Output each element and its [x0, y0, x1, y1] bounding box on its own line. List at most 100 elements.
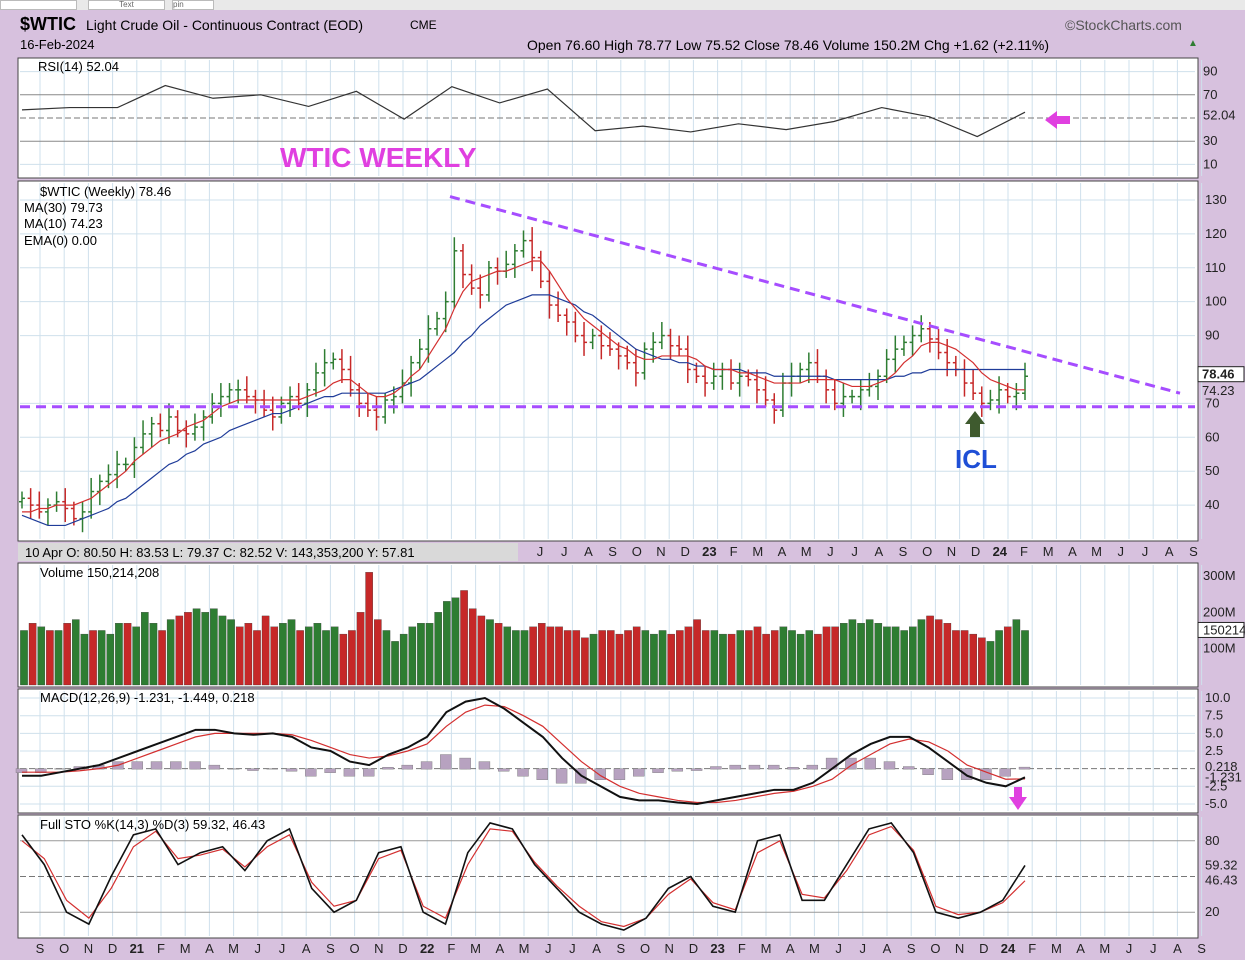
- month-tick-label: N: [84, 941, 93, 956]
- macd-tick-label: 2.5: [1205, 743, 1223, 758]
- volume-bar: [770, 630, 779, 686]
- sto-k-line: [21, 822, 1026, 931]
- volume-bar: [865, 619, 874, 686]
- volume-tick-label: 300M: [1203, 568, 1236, 583]
- macd-tick-label: 7.5: [1205, 708, 1223, 723]
- month-tick-label: A: [786, 941, 795, 956]
- volume-bar: [425, 623, 434, 686]
- chart-exchange: CME: [410, 18, 437, 32]
- volume-bar: [986, 641, 995, 686]
- volume-bar: [658, 630, 667, 686]
- volume-bar: [917, 619, 926, 686]
- month-tick-label: N: [374, 941, 383, 956]
- month-tick-label: J: [1150, 941, 1157, 956]
- month-tick-label: N: [947, 544, 956, 559]
- volume-bar: [563, 630, 572, 686]
- volume-bar: [978, 637, 986, 686]
- volume-bar: [537, 623, 546, 686]
- volume-tick-label: 100M: [1203, 641, 1236, 656]
- month-tick-label: S: [1197, 941, 1206, 956]
- change-up-icon: ▲: [1188, 38, 1198, 49]
- sto-tick-label: 80: [1205, 833, 1219, 848]
- volume-bar: [701, 630, 710, 686]
- volume-bar: [960, 630, 969, 686]
- macd-histogram-bar: [652, 768, 664, 773]
- month-tick-label: J: [1118, 544, 1125, 559]
- month-tick-label: 24: [993, 544, 1008, 559]
- price-tick-label: 70: [1205, 395, 1219, 410]
- volume-bar: [270, 626, 279, 686]
- icl-arrow-icon: [965, 411, 985, 437]
- volume-bar: [529, 626, 537, 686]
- volume-bar: [883, 626, 891, 686]
- price-tick-label: 110: [1205, 260, 1226, 275]
- info-bar-text: 10 Apr O: 80.50 H: 83.53 L: 79.37 C: 82.…: [25, 545, 415, 560]
- macd-histogram-bar: [594, 768, 606, 780]
- volume-bar: [676, 630, 684, 686]
- volume-bar: [581, 637, 589, 686]
- macd-tick-label: 5.0: [1205, 725, 1223, 740]
- macd-histogram-bar: [922, 768, 934, 775]
- month-tick-label: A: [883, 941, 892, 956]
- month-tick-label: M: [801, 544, 812, 559]
- macd-histogram-bar: [768, 764, 780, 770]
- month-tick-label: F: [1020, 544, 1028, 559]
- browser-tab-pin[interactable]: pin: [172, 0, 214, 10]
- volume-bar: [296, 630, 304, 686]
- month-tick-label: A: [1173, 941, 1182, 956]
- volume-bar: [399, 633, 408, 686]
- month-tick-label: A: [584, 544, 593, 559]
- month-tick-label: O: [59, 941, 69, 956]
- volume-bar: [874, 623, 883, 686]
- annotation-title: WTIC WEEKLY: [280, 142, 477, 173]
- browser-tab[interactable]: [0, 0, 77, 10]
- volume-bar: [969, 633, 978, 686]
- volume-bar: [494, 623, 503, 686]
- macd-histogram-bar: [266, 768, 278, 770]
- month-tick-label: F: [1028, 941, 1036, 956]
- volume-bar: [158, 630, 166, 686]
- chart-marks: [15, 84, 1195, 931]
- volume-bar: [115, 623, 123, 686]
- volume-bar: [356, 612, 365, 686]
- month-tick-label: A: [1076, 941, 1085, 956]
- month-tick-label: J: [1126, 941, 1133, 956]
- volume-bar: [555, 626, 563, 686]
- month-tick-label: M: [180, 941, 191, 956]
- legend-ma10: MA(10) 74.23: [24, 216, 103, 231]
- volume-bar: [80, 633, 89, 686]
- volume-bar: [54, 630, 63, 686]
- volume-bar: [348, 630, 356, 686]
- volume-bar: [166, 619, 175, 686]
- volume-bar: [710, 630, 719, 686]
- month-tick-label: A: [592, 941, 601, 956]
- month-tick-label: M: [809, 941, 820, 956]
- volume-bar: [512, 630, 520, 686]
- volume-bar: [693, 619, 701, 686]
- month-tick-label: J: [827, 544, 834, 559]
- month-tick-label: A: [1068, 544, 1077, 559]
- volume-bar: [934, 619, 943, 686]
- volume-tick-label: 200M: [1203, 604, 1236, 619]
- month-tick-label: M: [1099, 941, 1110, 956]
- rsi-pink-arrow-icon: [1045, 111, 1070, 129]
- macd-histogram-bar: [517, 768, 529, 777]
- brand-logo: ©StockCharts.com: [1065, 17, 1182, 33]
- volume-bar: [839, 623, 848, 686]
- volume-bar: [322, 630, 330, 686]
- macd-histogram-bar: [305, 768, 317, 777]
- month-tick-label: M: [1051, 941, 1062, 956]
- info-bar: [18, 543, 518, 561]
- rsi-tick-label: 30: [1203, 133, 1217, 148]
- browser-tab-text[interactable]: Text: [88, 0, 165, 10]
- volume-bar: [477, 615, 486, 686]
- volume-bar: [831, 626, 839, 686]
- volume-bar: [909, 626, 917, 686]
- month-tick-label: O: [930, 941, 940, 956]
- month-tick-label: S: [36, 941, 45, 956]
- month-tick-label: J: [1142, 544, 1149, 559]
- volume-bar: [149, 623, 158, 686]
- price-tick-label: 100: [1205, 294, 1227, 309]
- macd-histogram-bar: [285, 768, 298, 772]
- month-tick-label: O: [632, 544, 642, 559]
